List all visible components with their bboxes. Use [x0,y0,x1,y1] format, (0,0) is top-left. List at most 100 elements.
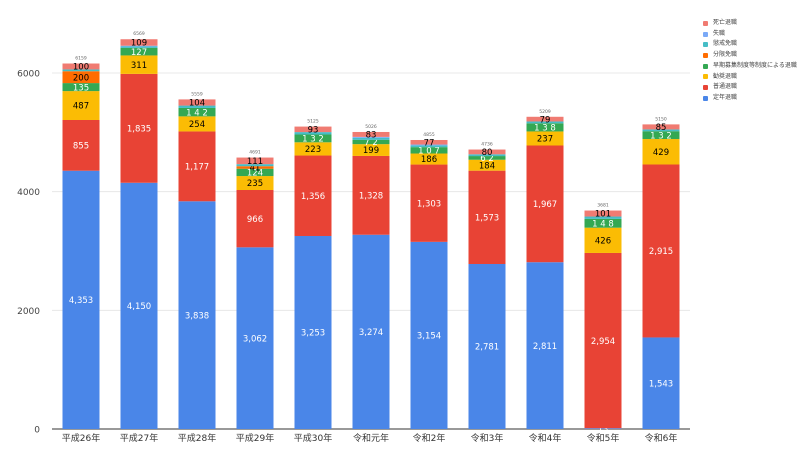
data-label: 1,573 [475,214,499,224]
bar-segment [352,234,390,429]
data-label: 79 [540,115,551,125]
legend-swatch [703,20,708,26]
data-label: 1,303 [417,199,441,209]
legend-swatch [703,85,708,91]
legend-item: 早期募集制度等制度による退職 [703,61,797,72]
legend-item: 普通退職 [703,82,797,93]
bar-segment [120,73,158,183]
legend-swatch [703,52,708,58]
bar-segment [236,190,274,248]
legend-item: 分限免職 [703,50,797,61]
x-tick-label: 平成29年 [236,432,274,444]
x-tick-label: 平成27年 [120,432,158,444]
legend-swatch [703,95,708,101]
data-label: 100 [73,63,89,73]
total-label: 5026 [365,124,377,130]
data-label: 1,356 [301,192,325,202]
legend-label: 分限免職 [713,51,738,59]
bar-segment [62,69,100,72]
data-label: 2,811 [533,342,557,352]
data-label: 1 4 8 [592,219,614,229]
bar-segment [236,176,274,191]
legend-item: 勧奨退職 [703,72,797,83]
data-label: 83 [366,131,377,141]
bar-segment [468,159,506,171]
x-tick-label: 令和4年 [529,432,562,444]
bar-segment [526,116,564,122]
bar-segment [642,164,680,338]
data-label: 487 [73,102,89,112]
data-label: 109 [131,39,147,49]
bar-segment [62,170,100,430]
bar-segment [642,139,680,165]
x-tick-label: 平成28年 [178,432,216,444]
total-label: 3681 [597,203,609,209]
bar-segment [62,83,100,92]
bar-segment [642,124,680,130]
data-label: 199 [363,146,379,156]
legend-swatch [703,74,708,80]
x-tick-label: 平成26年 [62,432,100,444]
bar-segment [526,131,564,146]
legend-label: 普通退職 [713,83,738,91]
bar-segment [468,149,506,155]
legend-item: 懲戒免職 [703,39,797,50]
data-label: 1 4 2 [186,108,208,118]
total-label: 6569 [133,31,145,37]
data-label: 3,274 [359,328,383,338]
bar-segment [236,164,274,167]
data-label: 235 [247,179,263,189]
bar-segment [294,155,332,236]
bar-segment [120,182,158,429]
data-label: 966 [247,215,263,225]
legend-swatch [703,63,708,69]
legend-label: 早期募集制度等制度による退職 [713,61,797,69]
data-label: 124 [247,169,263,179]
bar-segment [120,39,158,46]
legend-label: 勧奨退職 [713,72,738,80]
bar-segment [468,170,506,264]
data-label: 77 [424,138,435,148]
bar-segment [294,132,332,135]
data-label: 223 [305,145,321,155]
data-label: 13 [598,425,609,435]
bar-segment [62,71,100,84]
data-label: 101 [595,210,611,220]
bar-segment [120,55,158,74]
data-label: 2,915 [649,247,673,257]
bar-segment [584,252,622,429]
data-label: 1,967 [533,200,557,210]
bar-segment [410,144,448,146]
data-label: 111 [247,157,263,167]
legend-label: 懲戒免職 [713,40,738,48]
data-label: 2,954 [591,337,615,347]
bar-segment [62,63,100,70]
y-axis: 0 2000 4000 6000 [17,70,40,436]
legend-item: 定年退職 [703,93,797,104]
bar-segment [294,142,332,156]
data-label: 3,838 [185,311,209,321]
total-label: 4691 [249,150,261,156]
bar-segment [410,145,448,148]
data-label: 3,253 [301,329,325,339]
bar-segment [410,164,448,242]
total-label: 5559 [191,91,203,97]
data-label: 80 [482,148,493,158]
data-label: 1,543 [649,379,673,389]
x-tick-label: 令和6年 [645,432,678,444]
legend: 死亡退職 失職 懲戒免職 分限免職 早期募集制度等制度による退職 勧奨退職 普通退職 定年退職 [703,18,797,104]
total-label: 4736 [481,142,493,148]
data-label: 254 [189,120,205,130]
bar-segment [642,131,680,140]
bar-segment [178,116,216,132]
bar-segment [178,99,216,106]
bar-segment [468,263,506,429]
data-label: 1 0 7 [418,147,440,157]
bar-segment [120,46,158,48]
